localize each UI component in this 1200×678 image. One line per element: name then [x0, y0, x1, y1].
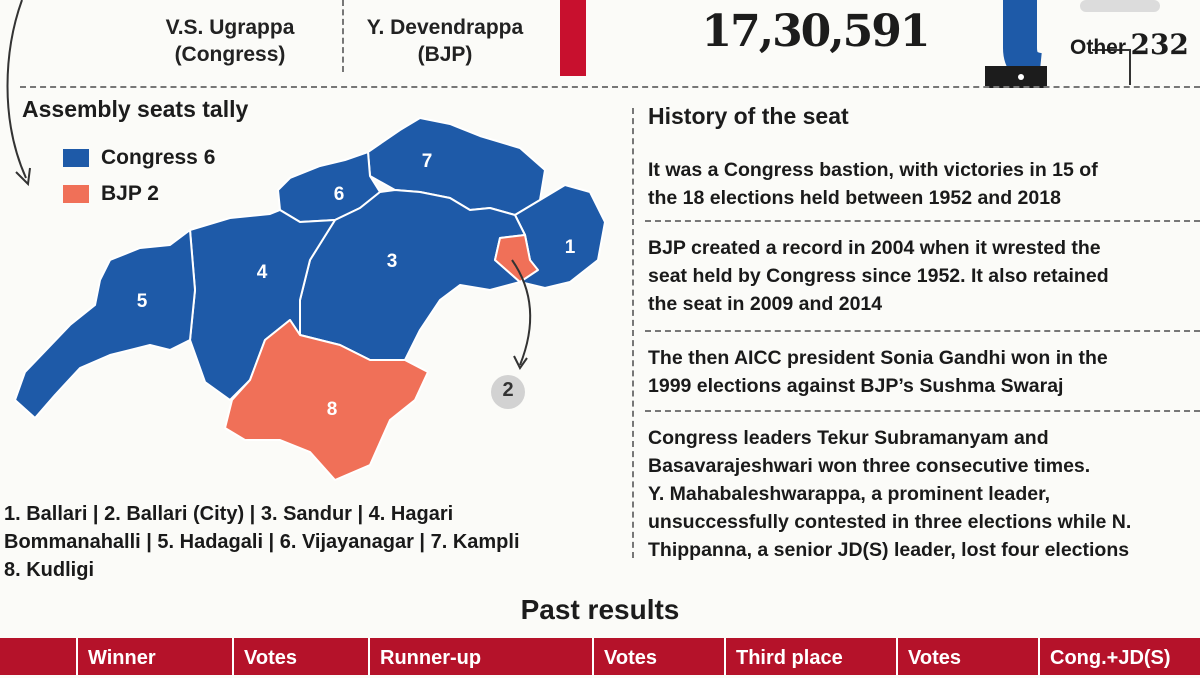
seat-list-line: Bommanahalli | 5. Hadagali | 6. Vijayana… — [4, 531, 520, 553]
history-line: It was a Congress bastion, with victorie… — [648, 159, 1098, 181]
legend-bjp: BJP 2 — [63, 182, 159, 206]
other-label: Other — [1070, 36, 1127, 59]
divider — [342, 0, 344, 72]
col-cong-jds: Cong.+JD(S) — [1038, 638, 1200, 675]
candidate-bjp: Y. Devendrappa (BJP) — [335, 14, 555, 68]
top-divider — [20, 86, 1200, 88]
history-line: Basavarajeshwari won three consecutive t… — [648, 455, 1091, 477]
other-value: 232 — [1130, 28, 1189, 61]
region-label: 6 — [334, 184, 345, 205]
region-label: 1 — [565, 237, 576, 258]
candidate-congress: V.S. Ugrappa (Congress) — [130, 14, 330, 68]
region-2 — [494, 234, 539, 283]
results-table-header: Winner Votes Runner-up Votes Third place… — [0, 638, 1200, 675]
col-votes: Votes — [592, 638, 724, 675]
history-line: BJP created a record in 2004 when it wre… — [648, 237, 1101, 259]
seat-list: 1. Ballari | 2. Ballari (City) | 3. Sand… — [4, 500, 624, 584]
seat-list-line: 1. Ballari | 2. Ballari (City) | 3. Sand… — [4, 503, 454, 525]
callout-arrow — [511, 259, 532, 366]
history-line: the seat in 2009 and 2014 — [648, 293, 883, 315]
seat-list-line: 8. Kudligi — [4, 559, 94, 581]
candidate-party: (Congress) — [174, 43, 286, 66]
candidate-name: V.S. Ugrappa — [165, 16, 295, 39]
history-separator — [645, 220, 1200, 222]
history-line: the 18 elections held between 1952 and 2… — [648, 187, 1061, 209]
history-line: The then AICC president Sonia Gandhi won… — [648, 347, 1108, 369]
col-winner: Winner — [76, 638, 228, 675]
history-line: Congress leaders Tekur Subramanyam and — [648, 427, 1049, 449]
region-label: 5 — [137, 291, 148, 312]
col-runner-up: Runner-up — [368, 638, 592, 675]
candidate-name: Y. Devendrappa — [366, 16, 524, 39]
col-votes: Votes — [232, 638, 368, 675]
history-paragraph: BJP created a record in 2004 when it wre… — [648, 234, 1188, 318]
legend-congress: Congress 6 — [63, 146, 215, 170]
col-third-place: Third place — [724, 638, 896, 675]
history-line: unsuccessfully contested in three electi… — [648, 511, 1132, 533]
swatch-congress — [63, 149, 89, 167]
callout-badge-2: 2 — [502, 379, 514, 401]
arrow-curve-left — [0, 0, 40, 200]
region-label: 3 — [387, 251, 398, 272]
total-votes: 17,30,591 — [701, 6, 931, 57]
history-separator — [645, 410, 1200, 412]
swatch-bjp — [63, 185, 89, 203]
col-votes: Votes — [896, 638, 1038, 675]
history-line: seat held by Congress since 1952. It als… — [648, 265, 1109, 287]
history-paragraph: The then AICC president Sonia Gandhi won… — [648, 344, 1188, 400]
history-paragraph: Congress leaders Tekur Subramanyam and B… — [648, 424, 1188, 564]
history-separator — [645, 330, 1200, 332]
constituency-map: 7 6 1 3 4 5 8 — [0, 110, 620, 490]
legend-label: Congress 6 — [101, 146, 216, 169]
region-5 — [14, 229, 196, 419]
region-8 — [224, 319, 429, 481]
other-votes: Other 232 — [1070, 28, 1189, 61]
legend-label: BJP 2 — [101, 182, 159, 205]
past-results-title: Past results — [520, 594, 680, 625]
assembly-title: Assembly seats tally — [22, 96, 249, 122]
region-label: 4 — [257, 262, 268, 283]
history-divider — [632, 108, 634, 558]
region-label: 8 — [327, 399, 338, 420]
region-label: 7 — [422, 151, 433, 172]
history-paragraph: It was a Congress bastion, with victorie… — [648, 156, 1188, 212]
candidate-party: (BJP) — [417, 43, 473, 66]
history-line: Thippanna, a senior JD(S) leader, lost f… — [648, 539, 1130, 561]
history-title: History of the seat — [648, 103, 849, 129]
history-line: 1999 elections against BJP’s Sushma Swar… — [648, 375, 1064, 397]
vote-donut — [558, 0, 1200, 95]
history-line: Y. Mahabaleshwarappa, a prominent leader… — [648, 483, 1051, 505]
